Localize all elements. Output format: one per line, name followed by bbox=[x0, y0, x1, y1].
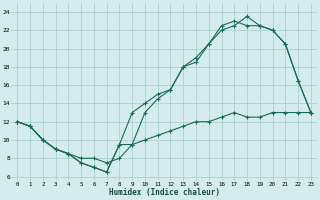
X-axis label: Humidex (Indice chaleur): Humidex (Indice chaleur) bbox=[108, 188, 220, 197]
